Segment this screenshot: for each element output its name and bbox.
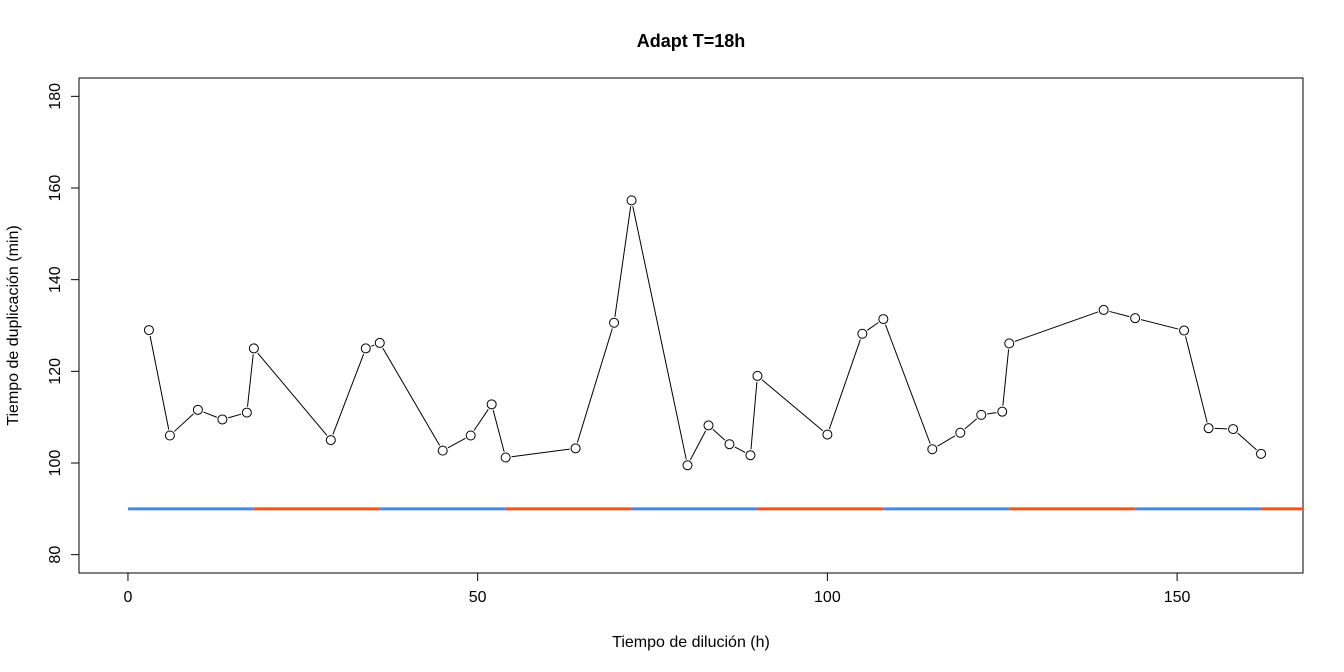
data-point xyxy=(609,317,620,328)
series-segment xyxy=(712,429,726,441)
x-axis: 0 50 100 150 xyxy=(124,572,1191,606)
y-axis-label: Tiempo de duplicación (min) xyxy=(5,225,22,425)
series-segment xyxy=(750,381,758,450)
series-segment xyxy=(511,448,570,458)
series-segment xyxy=(257,352,328,436)
series-segment xyxy=(689,430,707,461)
data-point xyxy=(724,439,735,450)
data-point xyxy=(465,430,476,441)
series-segment xyxy=(576,328,613,443)
series-segment xyxy=(632,206,687,460)
data-point xyxy=(857,328,868,339)
y-tick-label: 80 xyxy=(47,546,64,564)
series-segment xyxy=(937,435,956,447)
series-segment xyxy=(1109,310,1130,318)
series-segment xyxy=(987,412,997,415)
series-segment xyxy=(203,411,217,418)
data-point xyxy=(752,370,763,381)
series-points xyxy=(143,195,1267,471)
data-point xyxy=(1203,423,1214,434)
series-segment xyxy=(734,446,746,453)
series-segment xyxy=(492,410,505,452)
data-point xyxy=(878,314,889,325)
data-point xyxy=(955,427,966,438)
data-point xyxy=(325,435,336,446)
data-point xyxy=(1098,304,1109,315)
data-point xyxy=(1179,325,1190,336)
chart-title: Adapt T=18h xyxy=(637,31,746,51)
data-point xyxy=(486,399,497,410)
data-point xyxy=(976,409,987,420)
data-point xyxy=(360,343,371,354)
y-axis: 80 100 120 140 160 180 xyxy=(47,83,80,564)
data-point xyxy=(1256,448,1267,459)
series-segment xyxy=(828,339,861,430)
x-tick-label: 150 xyxy=(1164,589,1191,606)
data-point xyxy=(164,430,175,441)
series-segment xyxy=(1237,432,1257,451)
data-point xyxy=(997,406,1008,417)
x-tick-label: 50 xyxy=(469,589,487,606)
series-line xyxy=(149,206,1257,461)
series-segment xyxy=(884,324,931,444)
series-segment xyxy=(1014,311,1099,342)
data-point xyxy=(1130,313,1141,324)
series-segment xyxy=(228,413,242,419)
series-segment xyxy=(614,206,632,317)
data-point xyxy=(500,452,511,463)
data-point xyxy=(745,450,756,461)
data-point xyxy=(927,444,938,455)
data-point xyxy=(822,429,833,440)
data-point xyxy=(626,195,637,206)
data-point xyxy=(374,337,385,348)
y-tick-label: 140 xyxy=(47,266,64,293)
plot-frame xyxy=(78,77,1304,574)
data-point xyxy=(1004,338,1015,349)
series-segment xyxy=(761,379,824,432)
series-segment xyxy=(1140,319,1179,330)
series-segment xyxy=(382,347,441,446)
data-point xyxy=(682,460,693,471)
series-segment xyxy=(332,353,365,435)
data-point xyxy=(248,343,259,354)
series-segment xyxy=(866,322,879,331)
series-segment xyxy=(473,409,489,431)
data-point xyxy=(1228,424,1239,435)
data-point xyxy=(143,325,154,336)
series-segment xyxy=(1185,336,1208,423)
y-tick-label: 180 xyxy=(47,83,64,110)
x-axis-label: Tiempo de dilución (h) xyxy=(612,634,770,651)
series-segment xyxy=(1002,349,1010,406)
data-point xyxy=(703,420,714,431)
y-tick-label: 100 xyxy=(47,450,64,477)
data-point xyxy=(241,407,252,418)
data-point xyxy=(437,445,448,456)
data-point xyxy=(192,404,203,415)
series-segment xyxy=(174,413,194,432)
data-point xyxy=(570,443,581,454)
y-tick-label: 160 xyxy=(47,175,64,202)
y-tick-label: 120 xyxy=(47,358,64,385)
series-segment xyxy=(447,437,466,449)
x-tick-label: 0 xyxy=(124,589,133,606)
series-segment xyxy=(371,344,375,347)
series-segment xyxy=(149,335,170,430)
series-segment xyxy=(247,354,254,407)
data-point xyxy=(217,414,228,425)
series-segment xyxy=(964,418,978,430)
x-tick-label: 100 xyxy=(814,589,841,606)
